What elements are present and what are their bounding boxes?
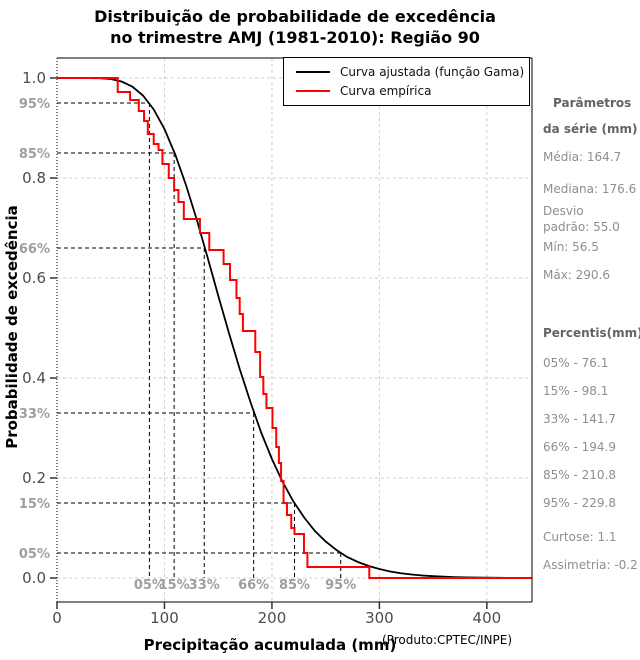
params-header-line2: da série (mm) bbox=[543, 122, 638, 136]
y-axis-title: Probabilidade de excedência bbox=[3, 205, 21, 449]
x-tick-label: 0 bbox=[52, 609, 62, 627]
y-tick-label: 0.6 bbox=[22, 269, 46, 287]
percentile-05: 05% - 76.1 bbox=[543, 356, 609, 370]
params-header-line1: Parâmetros bbox=[553, 96, 632, 110]
stat-stddev: Desvio padrão: 55.0 bbox=[543, 204, 620, 234]
y-tick-label: 0.2 bbox=[22, 469, 46, 487]
chart-title: Distribuição de probabilidade de excedên… bbox=[40, 6, 550, 48]
percentiles-header: Percentis(mm) bbox=[543, 326, 640, 340]
x-percentile-label: 95% bbox=[325, 578, 356, 593]
y-percentile-label: 05% bbox=[19, 547, 50, 562]
stat-mean: Média: 164.7 bbox=[543, 150, 622, 164]
stat-max: Máx: 290.6 bbox=[543, 268, 611, 282]
y-tick-label: 0.4 bbox=[22, 369, 46, 387]
empirical-curve bbox=[57, 77, 532, 579]
percentile-66: 66% - 194.9 bbox=[543, 440, 616, 454]
y-tick-label: 0.8 bbox=[22, 169, 46, 187]
x-percentile-label: 05% bbox=[134, 578, 165, 593]
legend-item-fitted: Curva ajustada (função Gama) bbox=[296, 65, 529, 79]
fitted-curve-label: Curva ajustada (função Gama) bbox=[340, 65, 525, 79]
x-percentile-label: 85% bbox=[279, 578, 310, 593]
y-percentile-label: 33% bbox=[19, 407, 50, 422]
y-percentile-label: 85% bbox=[19, 147, 50, 162]
percentile-15: 15% - 98.1 bbox=[543, 384, 609, 398]
stat-skewness: Assimetria: -0.2 bbox=[543, 558, 638, 572]
percentile-95: 95% - 229.8 bbox=[543, 496, 616, 510]
x-tick-label: 200 bbox=[258, 609, 287, 627]
statistics-sidebar: Parâmetros da série (mm) Média: 164.7 Me… bbox=[543, 0, 640, 660]
stat-kurtosis: Curtose: 1.1 bbox=[543, 530, 617, 544]
x-tick-label: 400 bbox=[473, 609, 502, 627]
fitted-curve-swatch bbox=[296, 71, 330, 73]
empirical-curve-label: Curva empírica bbox=[340, 84, 432, 98]
x-percentile-label: 33% bbox=[189, 578, 220, 593]
source-note: (Produto:CPTEC/INPE) bbox=[382, 633, 512, 647]
y-tick-label: 1.0 bbox=[22, 69, 46, 87]
stat-min: Mín: 56.5 bbox=[543, 240, 599, 254]
chart-title-line1: Distribuição de probabilidade de excedên… bbox=[94, 7, 496, 26]
stat-median: Mediana: 176.6 bbox=[543, 182, 637, 196]
chart-legend: Curva ajustada (função Gama) Curva empír… bbox=[283, 57, 530, 106]
x-percentile-label: 15% bbox=[159, 578, 190, 593]
percentile-33: 33% - 141.7 bbox=[543, 412, 616, 426]
x-percentile-label: 66% bbox=[238, 578, 269, 593]
y-percentile-label: 15% bbox=[19, 497, 50, 512]
x-tick-label: 100 bbox=[150, 609, 179, 627]
y-percentile-label: 95% bbox=[19, 97, 50, 112]
empirical-curve-swatch bbox=[296, 90, 330, 92]
chart-title-line2: no trimestre AMJ (1981-2010): Região 90 bbox=[110, 28, 480, 47]
x-axis-title: Precipitação acumulada (mm) bbox=[143, 636, 397, 654]
y-tick-label: 0.0 bbox=[22, 569, 46, 587]
legend-item-empirical: Curva empírica bbox=[296, 84, 529, 98]
y-percentile-label: 66% bbox=[19, 242, 50, 257]
percentile-85: 85% - 210.8 bbox=[543, 468, 616, 482]
x-tick-label: 300 bbox=[365, 609, 394, 627]
